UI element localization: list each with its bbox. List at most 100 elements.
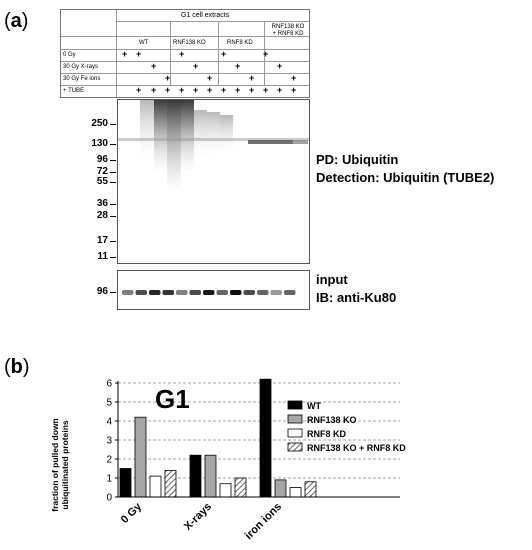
mw-130: 130 [91,138,108,149]
plus-sign: + [235,85,241,95]
input-band [203,290,215,295]
y-tick-label: 0 [106,493,112,504]
y-axis-label: fraction of pulled downubiquitinated pro… [50,418,70,512]
input-bands [122,290,296,295]
plus-sign: + [221,85,227,95]
input-band [135,290,147,295]
input-band [270,290,282,295]
input-band [189,290,201,295]
plus-sign: + [249,85,255,95]
plus-sign: + [207,85,213,95]
input-band [257,290,269,295]
input-band [230,290,242,295]
y-tick-label: 4 [106,417,112,428]
plus-sign: + [136,85,142,95]
row-xrays: 30 Gy X-rays [63,64,99,70]
plus-sign: + [221,49,227,59]
plus-sign: + [179,85,185,95]
bar [204,454,217,498]
legend-swatch [287,442,303,452]
y-tick-label: 1 [106,474,112,485]
chart-axes: 0 1 2 3 4 5 6 0 Gy X-rays iron ions [106,379,400,542]
bar [289,487,302,498]
bar [219,483,232,498]
y-tick-label: 3 [106,436,112,447]
blot-image [118,100,309,190]
bar [189,454,202,498]
legend-label: WT [307,401,321,411]
bar [149,475,162,498]
plus-sign: + [249,73,255,83]
plus-sign: + [277,61,283,71]
plus-sign: + [179,49,185,59]
mw-55: 55 [96,176,108,187]
input-band [216,290,228,295]
x-tick-label: X-rays [182,501,214,533]
y-tick-label: 2 [106,455,112,466]
group-rnf138ko: RNF138 KO [173,40,206,46]
row-fe: 30 Gy Fe ions [63,76,101,82]
plus-sign: + [151,61,157,71]
plus-sign: + [151,85,157,95]
input-label: input [316,272,348,287]
input-blot [117,270,310,310]
bar [304,481,317,498]
chart-legend: WT RNF138 KO RNF8 KD RNF138 KO + RNF8 KD [287,400,406,453]
plus-sign: + [193,61,199,71]
input-band [162,290,174,295]
ib-label: IB: anti-Ku80 [316,290,397,305]
row-tube: + TUBE [63,88,85,94]
group-combo: RNF138 KO + RNF8 KD [271,24,305,37]
input-band [149,290,161,295]
plus-sign: + [207,73,213,83]
plus-sign: + [277,85,283,95]
bar [234,477,247,498]
input-band [284,290,296,295]
input-mw-96: 96 [96,286,108,297]
mw-96: 96 [96,154,108,165]
legend-swatch [287,400,303,410]
chart-bars [119,378,317,498]
plus-sign: + [193,85,199,95]
bar [119,468,132,498]
chart-grid [118,382,400,479]
bar [259,378,272,498]
sample-table: G1 cell extracts WT RNF138 KO RNF8 KD RN… [60,9,310,98]
bar [134,416,147,498]
mw-250: 250 [91,118,108,129]
x-tick-label: iron ions [243,501,284,542]
plus-sign: + [136,49,142,59]
input-band [243,290,255,295]
mw-36: 36 [96,198,108,209]
group-rnf8kd: RNF8 KD [227,40,253,46]
legend-label: RNF138 KO [307,415,357,425]
pd-label: PD: Ubiquitin [316,152,399,167]
plus-sign: + [165,73,171,83]
mw-28: 28 [96,210,108,221]
chart-title: G1 [155,384,190,414]
bar [274,479,287,498]
legend-swatch [287,414,303,424]
mw-17: 17 [96,235,108,246]
plus-sign: + [165,85,171,95]
legend-label: RNF138 KO + RNF8 KD [307,443,406,453]
detection-label: Detection: Ubiquitin (TUBE2) [316,170,495,185]
plus-sign: + [291,85,297,95]
input-band [122,290,134,295]
mw-72: 72 [96,166,108,177]
plus-sign: + [235,61,241,71]
table-header: G1 cell extracts [181,12,230,19]
row-0gy: 0 Gy [63,52,76,58]
input-band [176,290,188,295]
ubiquitin-blot [117,99,310,264]
plus-sign: + [263,49,269,59]
bar [164,470,177,498]
y-tick-label: 5 [106,398,112,409]
plus-sign: + [263,85,269,95]
panel-b-letter: (b) [4,356,30,378]
legend-swatch [287,428,303,438]
mw-11: 11 [97,251,108,262]
group-wt: WT [139,40,149,46]
plus-sign: + [122,49,128,59]
bar-chart: 0 1 2 3 4 5 6 0 Gy X-rays iron ions G1 fraction o… [50,378,406,542]
